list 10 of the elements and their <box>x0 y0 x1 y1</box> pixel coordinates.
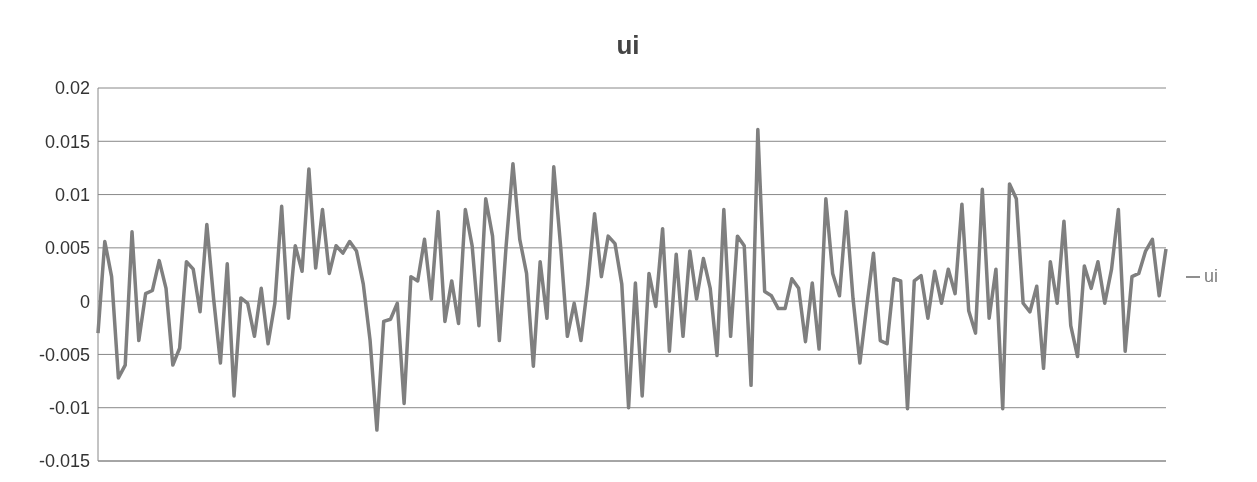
y-tick-label: 0.01 <box>54 184 90 205</box>
y-tick-label: 0.02 <box>54 78 90 99</box>
y-tick-label: -0.01 <box>48 398 90 419</box>
y-tick-label: -0.015 <box>38 451 90 472</box>
y-tick-label: 0.015 <box>44 131 90 152</box>
legend-label: ui <box>1203 265 1218 286</box>
y-tick-label: -0.005 <box>38 344 90 365</box>
chart-title: ui <box>615 29 641 62</box>
y-tick-label: 0.005 <box>44 238 90 259</box>
y-tick-label: 0 <box>79 291 90 312</box>
